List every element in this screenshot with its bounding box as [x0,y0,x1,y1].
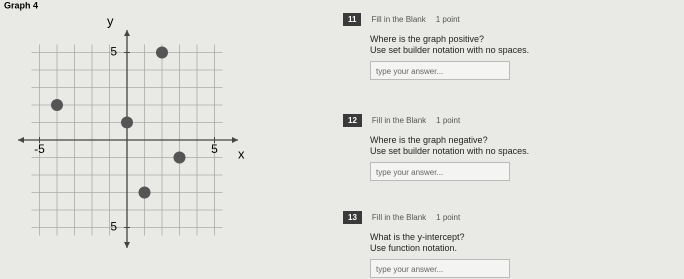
question: 11 Fill in the Blank 1 point Where is th… [343,12,529,80]
question-header: 13 Fill in the Blank 1 point [343,210,510,224]
question-number: 13 [343,210,362,224]
question-type: Fill in the Blank [371,14,426,24]
answer-input[interactable]: type your answer... [370,259,510,278]
x-axis-label: x [238,146,245,161]
point [173,151,186,164]
point [121,116,133,129]
answer-input[interactable]: type your answer... [370,162,510,181]
question-text: Where is the graph negative? [370,135,488,145]
question-header: 12 Fill in the Blank 1 point [343,113,529,127]
question-instruction: Use set builder notation with no spaces. [370,45,530,55]
question-type: Fill in the Blank [371,115,427,125]
question: 12 Fill in the Blank 1 point Where is th… [343,113,529,181]
question-text: Where is the graph positive? [370,34,485,44]
question-number: 12 [343,113,362,127]
x-tick-label: 5 [211,142,218,156]
question-header: 11 Fill in the Blank 1 point [343,12,529,26]
y-tick-label: 5 [110,220,117,234]
answer-input[interactable]: type your answer... [370,61,510,80]
question-points: 1 point [436,212,461,222]
x-tick-label: -5 [34,142,45,156]
question: 13 Fill in the Blank 1 point What is the… [343,210,510,278]
point [51,99,63,111]
question-type: Fill in the Blank [371,212,427,222]
question-instruction: Use set builder notation with no spaces. [370,146,530,156]
arrow [18,30,238,248]
point [138,186,151,199]
question-number: 11 [343,12,362,26]
question-points: 1 point [436,115,461,125]
point [156,46,168,59]
graph-title: Graph 4 [4,0,38,10]
question-text: What is the y-intercept? [370,232,465,242]
y-tick-label: 5 [110,45,117,59]
question-instruction: Use function notation. [370,243,458,253]
y-axis-label: y [107,13,114,28]
question-points: 1 point [435,14,460,24]
graph: Graph 4 x y -5 5 5 5 [4,0,245,248]
